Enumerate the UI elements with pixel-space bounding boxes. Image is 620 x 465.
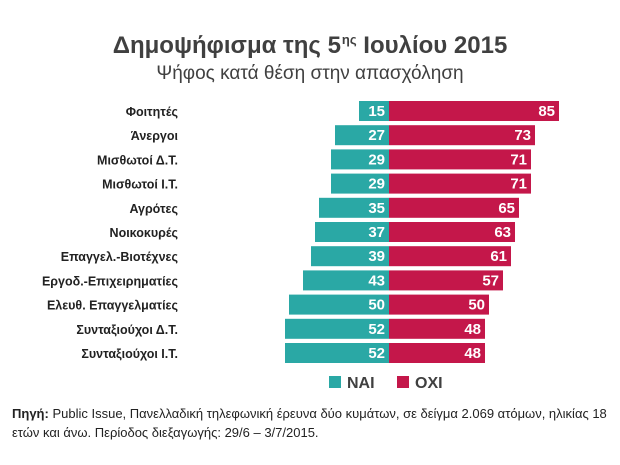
category-label: Φοιτητές bbox=[126, 105, 178, 119]
bar-yes bbox=[335, 125, 389, 146]
data-label-no: 61 bbox=[490, 248, 507, 265]
data-label-no: 48 bbox=[464, 321, 481, 338]
data-label-yes: 35 bbox=[368, 200, 385, 217]
bar-yes bbox=[285, 343, 389, 363]
bar-yes bbox=[289, 294, 389, 315]
bar-yes bbox=[311, 246, 389, 267]
data-label-yes: 29 bbox=[368, 176, 385, 193]
bar-no bbox=[389, 343, 485, 363]
bar-no bbox=[389, 246, 511, 267]
bar-yes bbox=[319, 197, 389, 218]
legend-swatch-yes bbox=[329, 376, 341, 388]
chart-title-end: Ιουλίου 2015 bbox=[356, 32, 508, 59]
bar-no bbox=[389, 173, 531, 194]
data-label-no: 65 bbox=[498, 200, 515, 217]
category-label: Μισθωτοί Δ.Τ. bbox=[97, 153, 178, 167]
data-label-yes: 39 bbox=[368, 248, 385, 265]
bar-yes bbox=[285, 318, 389, 339]
data-label-yes: 29 bbox=[368, 151, 385, 168]
data-label-yes: 15 bbox=[368, 103, 385, 120]
legend-label-yes: ΝΑΙ bbox=[347, 375, 375, 392]
category-label: Νοικοκυρές bbox=[110, 226, 178, 240]
chart-subtitle: Ψήφος κατά θέση στην απασχόληση bbox=[156, 63, 464, 84]
data-label-no: 63 bbox=[494, 224, 511, 241]
diverging-bar-chart: Φοιτητές 15 85 Άνεργοι 27 73 Μισθωτοί Δ.Τ. 29 71… bbox=[42, 101, 559, 392]
data-label-yes: 50 bbox=[368, 297, 385, 314]
data-label-no: 71 bbox=[510, 176, 527, 193]
data-label-no: 48 bbox=[464, 345, 481, 362]
data-label-no: 50 bbox=[468, 297, 485, 314]
bar-no bbox=[389, 149, 531, 170]
category-label: Ελευθ. Επαγγελματίες bbox=[47, 299, 178, 313]
bar-no bbox=[389, 294, 489, 315]
data-label-no: 71 bbox=[510, 151, 527, 168]
data-label-yes: 43 bbox=[368, 272, 385, 289]
data-label-yes: 37 bbox=[368, 224, 385, 241]
bar-no bbox=[389, 270, 503, 291]
bar-yes bbox=[331, 149, 389, 170]
data-label-no: 73 bbox=[514, 127, 531, 144]
chart-title-main: Δημοψήφισμα της 5 bbox=[112, 32, 341, 59]
source-text: Public Issue, Πανελλαδική τηλεφωνική έρε… bbox=[12, 406, 607, 440]
category-label: Αγρότες bbox=[129, 202, 178, 216]
data-label-yes: 52 bbox=[368, 345, 385, 362]
chart-title: Δημοψήφισμα της 5ης Ιουλίου 2015 bbox=[0, 32, 620, 63]
legend-swatch-no bbox=[397, 376, 409, 388]
category-label: Συνταξιούχοι Δ.Τ. bbox=[76, 323, 178, 337]
source-label: Πηγή: bbox=[12, 406, 49, 421]
data-label-no: 57 bbox=[482, 272, 499, 289]
category-label: Επαγγελ.-Βιοτέχνες bbox=[61, 250, 178, 264]
bar-no bbox=[389, 318, 485, 339]
bar-no bbox=[389, 101, 559, 121]
category-label: Εργοδ.-Επιχειρηματίες bbox=[42, 274, 178, 288]
bar-yes bbox=[315, 222, 389, 242]
bar-no bbox=[389, 222, 515, 242]
bar-no bbox=[389, 197, 519, 218]
bar-no bbox=[389, 125, 535, 146]
category-label: Μισθωτοί Ι.Τ. bbox=[102, 178, 178, 192]
source-note: Πηγή: Public Issue, Πανελλαδική τηλεφωνι… bbox=[12, 404, 612, 442]
data-label-yes: 27 bbox=[368, 127, 385, 144]
data-label-no: 85 bbox=[538, 103, 555, 120]
chart-title-superscript: ης bbox=[341, 32, 357, 47]
bar-yes bbox=[303, 270, 389, 291]
legend-label-no: ΟΧΙ bbox=[415, 375, 443, 392]
bar-yes bbox=[331, 173, 389, 194]
category-label: Άνεργοι bbox=[131, 129, 179, 143]
bar-yes bbox=[359, 101, 389, 121]
category-label: Συνταξιούχοι Ι.Τ. bbox=[81, 347, 178, 361]
data-label-yes: 52 bbox=[368, 321, 385, 338]
